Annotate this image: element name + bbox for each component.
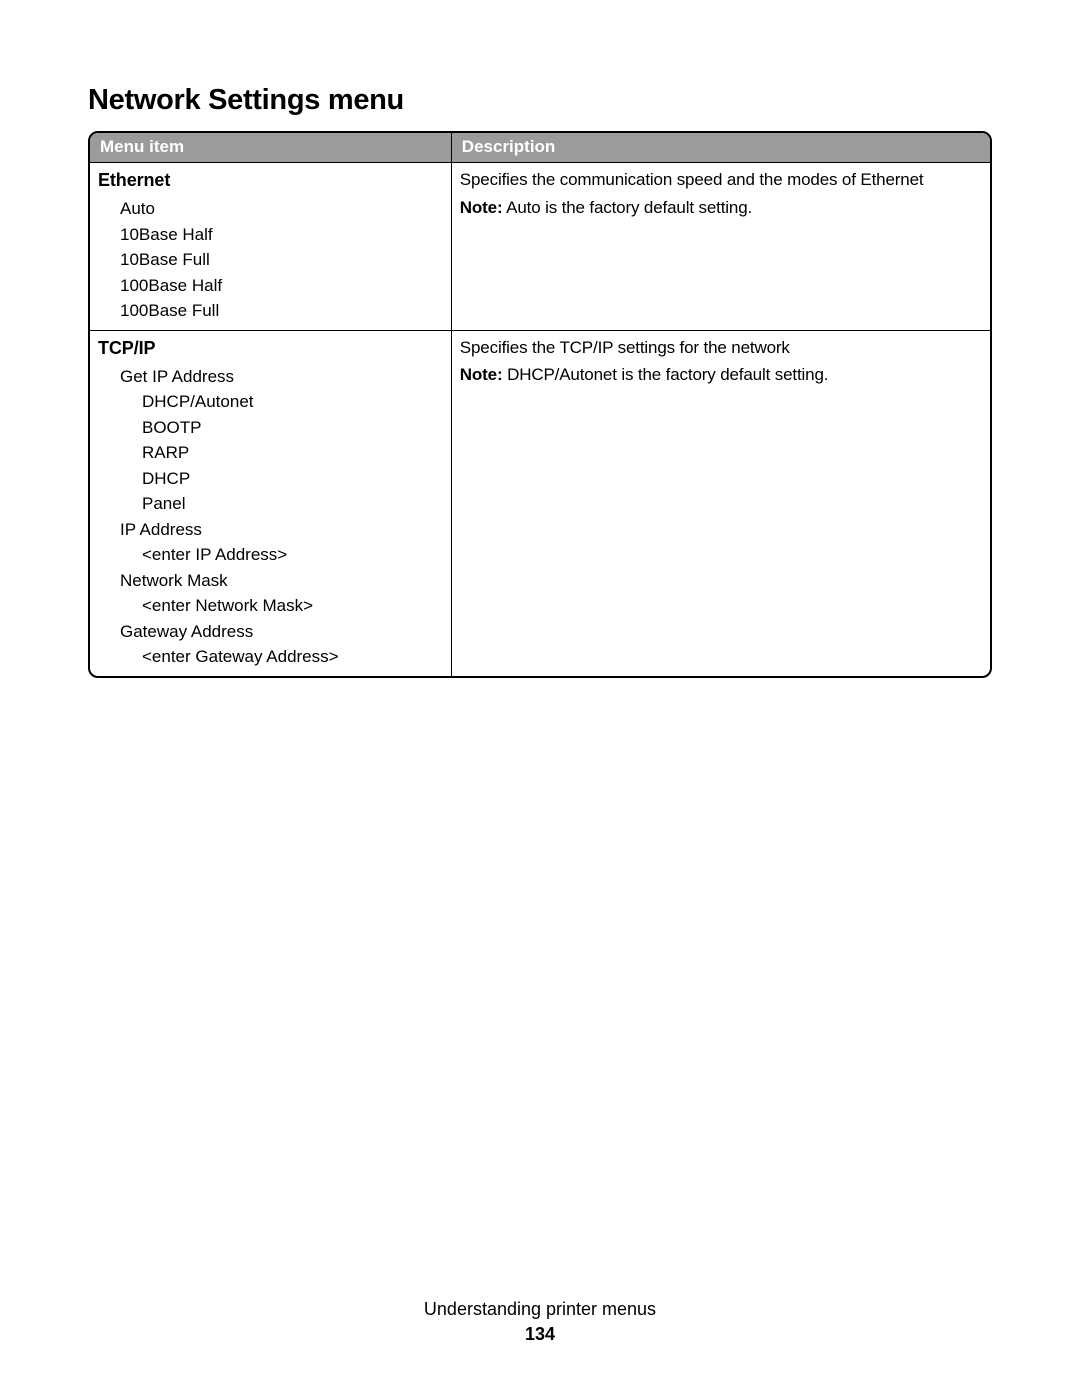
description-cell: Specifies the TCP/IP settings for the ne…: [452, 331, 990, 676]
menu-option: Auto: [98, 196, 443, 222]
menu-option: Gateway Address: [98, 619, 443, 645]
page-footer: Understanding printer menus 134: [0, 1299, 1080, 1345]
menu-name: TCP/IP: [98, 335, 443, 362]
menu-option: <enter IP Address>: [98, 542, 443, 568]
menu-option: 100Base Half: [98, 273, 443, 299]
menu-option: Network Mask: [98, 568, 443, 594]
note-line: Note: Auto is the factory default settin…: [460, 195, 982, 221]
menu-item-cell: TCP/IPGet IP AddressDHCP/AutonetBOOTPRAR…: [90, 331, 452, 676]
col-header-menu-item: Menu item: [90, 133, 452, 163]
table-row: EthernetAuto10Base Half10Base Full100Bas…: [90, 163, 990, 331]
menu-option: 100Base Full: [98, 298, 443, 324]
note-label: Note:: [460, 365, 503, 384]
note-label: Note:: [460, 198, 503, 217]
description-text: Specifies the communication speed and th…: [460, 167, 982, 193]
menu-option: DHCP: [98, 466, 443, 492]
menu-option: IP Address: [98, 517, 443, 543]
menu-option: BOOTP: [98, 415, 443, 441]
footer-section: Understanding printer menus: [0, 1299, 1080, 1320]
footer-page-number: 134: [0, 1324, 1080, 1345]
menu-option: 10Base Full: [98, 247, 443, 273]
note-text: DHCP/Autonet is the factory default sett…: [503, 365, 829, 384]
menu-option: <enter Gateway Address>: [98, 644, 443, 670]
table-header-row: Menu item Description: [90, 133, 990, 163]
menu-option: DHCP/Autonet: [98, 389, 443, 415]
description-text: Specifies the TCP/IP settings for the ne…: [460, 335, 982, 361]
menu-option: Get IP Address: [98, 364, 443, 390]
description-cell: Specifies the communication speed and th…: [452, 163, 990, 331]
menu-option: RARP: [98, 440, 443, 466]
menu-name: Ethernet: [98, 167, 443, 194]
note-line: Note: DHCP/Autonet is the factory defaul…: [460, 362, 982, 388]
menu-item-cell: EthernetAuto10Base Half10Base Full100Bas…: [90, 163, 452, 331]
table-row: TCP/IPGet IP AddressDHCP/AutonetBOOTPRAR…: [90, 331, 990, 676]
settings-table: Menu item Description EthernetAuto10Base…: [88, 131, 992, 678]
menu-option: 10Base Half: [98, 222, 443, 248]
document-page: Network Settings menu Menu item Descript…: [0, 0, 1080, 1397]
table-body: EthernetAuto10Base Half10Base Full100Bas…: [90, 163, 990, 676]
page-title: Network Settings menu: [88, 84, 992, 117]
menu-option: Panel: [98, 491, 443, 517]
col-header-description: Description: [452, 133, 990, 163]
menu-option: <enter Network Mask>: [98, 593, 443, 619]
note-text: Auto is the factory default setting.: [503, 198, 753, 217]
